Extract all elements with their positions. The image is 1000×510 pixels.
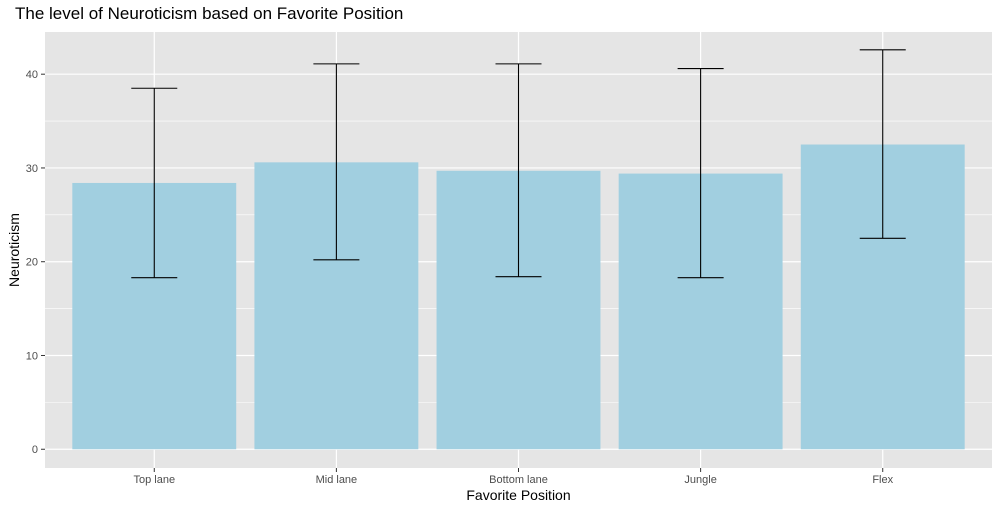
y-tick-label: 0	[32, 444, 38, 456]
y-tick-label: 40	[26, 69, 38, 81]
x-axis: Top lane Mid lane Bottom lane Jungle Flex	[133, 468, 894, 486]
error-bar	[677, 68, 724, 279]
x-tick-label: Flex	[872, 474, 893, 486]
chart-title: The level of Neuroticism based on Favori…	[15, 4, 404, 23]
error-bar	[131, 87, 178, 279]
x-tick-label: Bottom lane	[489, 474, 548, 486]
y-tick-label: 10	[26, 350, 38, 362]
x-tick-label: Top lane	[133, 474, 175, 486]
x-tick-label: Jungle	[684, 474, 716, 486]
error-bar	[313, 63, 360, 261]
x-axis-title: Favorite Position	[466, 487, 570, 503]
error-bar	[495, 63, 542, 278]
error-bar	[859, 49, 906, 239]
y-axis: 0 10 20 30 40	[26, 69, 45, 456]
y-axis-title: Neuroticism	[6, 213, 22, 287]
y-tick-label: 20	[26, 257, 38, 269]
x-tick-label: Mid lane	[316, 474, 358, 486]
error-bars	[131, 49, 906, 279]
y-tick-label: 30	[26, 163, 38, 175]
